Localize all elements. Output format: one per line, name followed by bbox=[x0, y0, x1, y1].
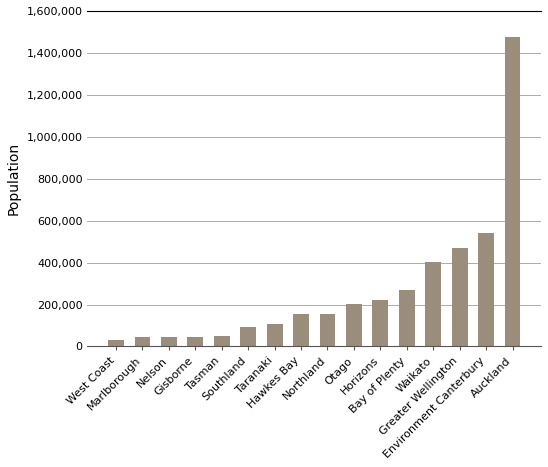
Bar bbox=[346, 304, 362, 347]
Bar bbox=[267, 324, 283, 347]
Bar bbox=[373, 300, 389, 347]
Y-axis label: Population: Population bbox=[7, 142, 21, 215]
Bar bbox=[452, 248, 467, 347]
Bar bbox=[478, 234, 494, 347]
Bar bbox=[135, 337, 150, 347]
Bar bbox=[505, 37, 521, 347]
Bar bbox=[108, 340, 124, 347]
Bar bbox=[214, 336, 230, 347]
Bar bbox=[293, 314, 309, 347]
Bar bbox=[240, 327, 256, 347]
Bar bbox=[187, 337, 203, 347]
Bar bbox=[319, 314, 335, 347]
Bar bbox=[399, 290, 415, 347]
Bar bbox=[425, 262, 441, 347]
Bar bbox=[161, 337, 177, 347]
